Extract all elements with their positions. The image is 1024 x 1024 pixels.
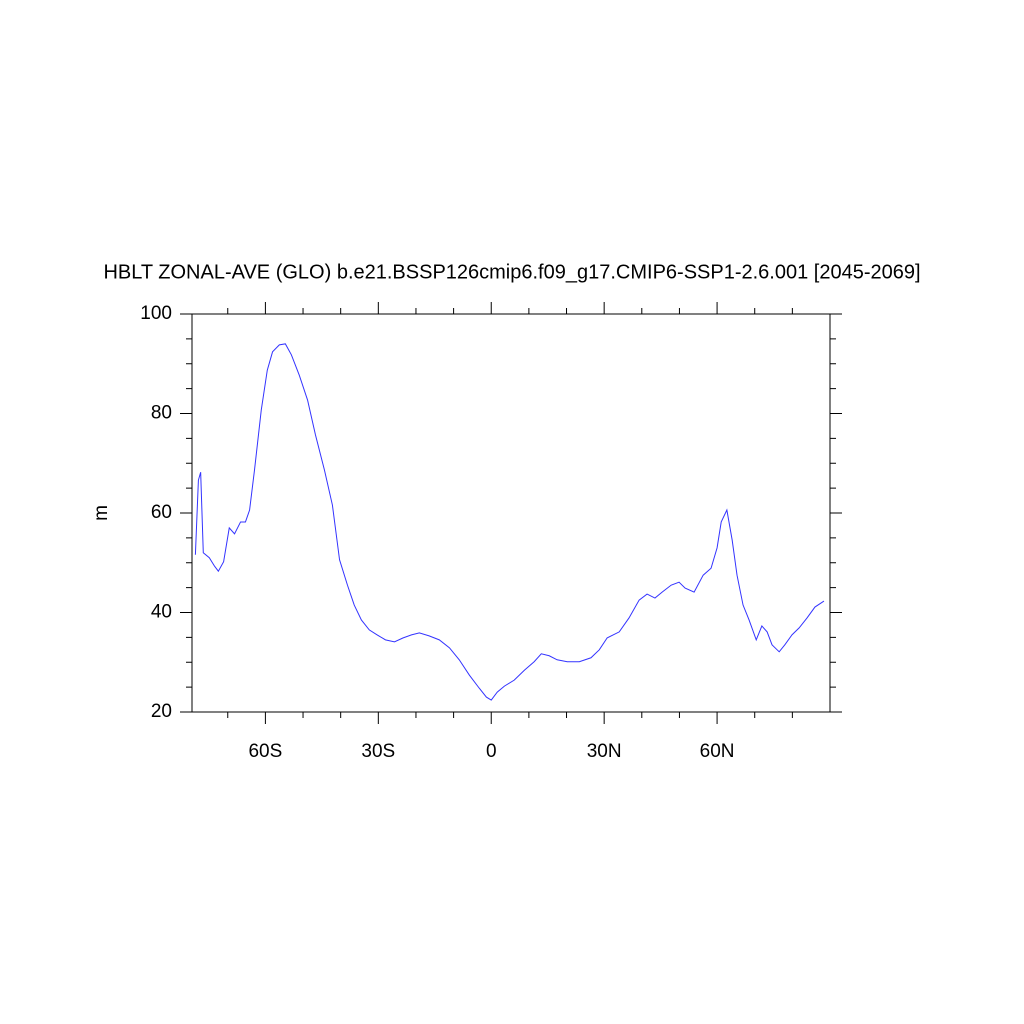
y-tick-label: 40 xyxy=(151,602,172,623)
y-axis-label: m xyxy=(91,505,112,521)
x-tick-label: 30S xyxy=(361,741,395,762)
x-tick-label: 30N xyxy=(587,741,622,762)
x-tick-label: 60N xyxy=(700,741,735,762)
plot-frame xyxy=(191,313,831,713)
y-tick-label: 100 xyxy=(140,303,172,324)
chart-title: HBLT ZONAL-AVE (GLO) b.e21.BSSP126cmip6.… xyxy=(103,261,920,283)
y-tick-label: 60 xyxy=(151,502,172,523)
data-line xyxy=(194,343,825,701)
y-tick-label: 20 xyxy=(151,701,172,722)
x-tick-label: 0 xyxy=(486,741,497,762)
x-tick-label: 60S xyxy=(248,741,282,762)
y-tick-label: 80 xyxy=(151,403,172,424)
